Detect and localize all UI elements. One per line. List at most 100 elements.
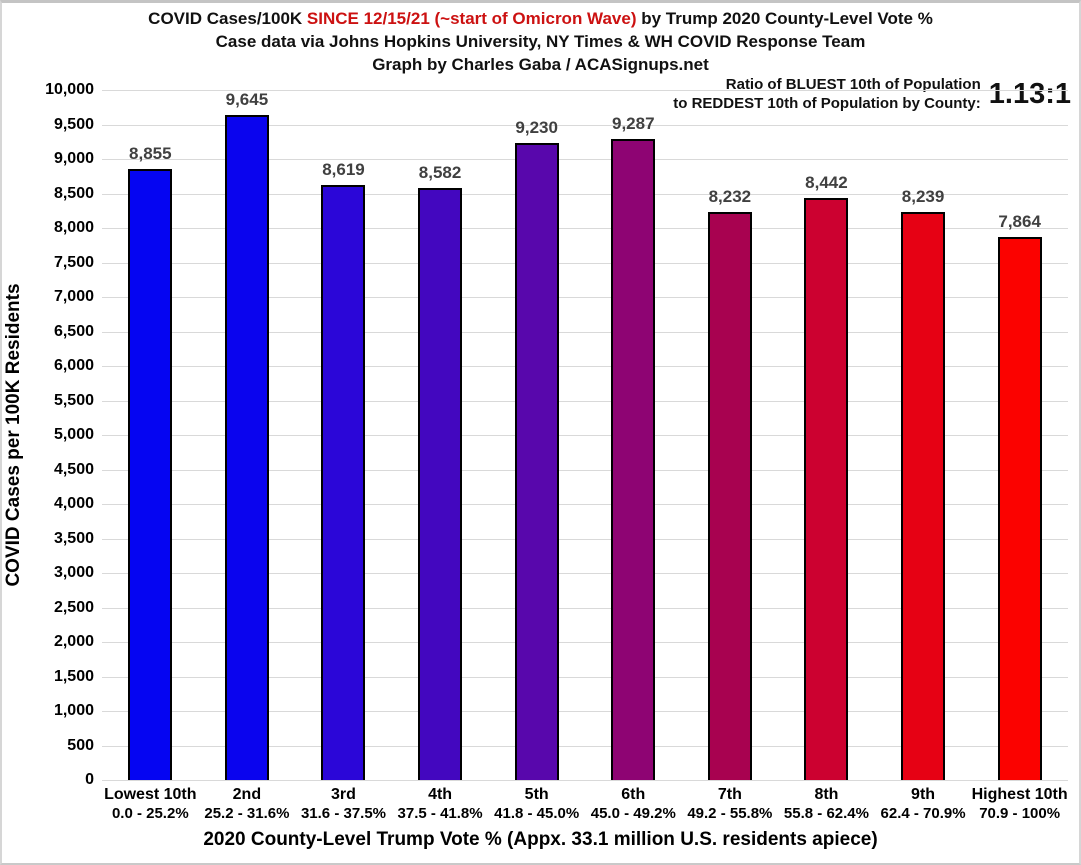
y-tick-label: 5,000	[53, 426, 94, 443]
x-tick-tier-label: 4th	[428, 786, 453, 803]
bar-slot: 8,582	[392, 90, 489, 780]
x-tick-range-label: 37.5 - 41.8%	[397, 805, 483, 822]
y-tick-label: 2,000	[53, 633, 94, 650]
gridline	[102, 331, 1068, 333]
bar-slot: 9,287	[585, 90, 682, 780]
x-axis-tick-labels: Lowest 10th 0.0 - 25.2% 2nd 25.2 - 31.6% 3rd…	[102, 785, 1068, 823]
gridline	[102, 400, 1068, 402]
bar	[901, 211, 946, 780]
bar-series: 8,855 9,645 8,619 8,582 9,230 9,287 8,232 8,442…	[102, 90, 1068, 780]
x-tick: 4th 37.5 - 41.8%	[392, 785, 489, 823]
x-tick: Lowest 10th 0.0 - 25.2%	[102, 785, 199, 823]
bar	[128, 169, 173, 780]
gridline	[102, 435, 1068, 436]
bar-value-label: 8,442	[805, 172, 848, 192]
bar-slot: 8,855	[102, 90, 199, 780]
gridline	[102, 159, 1068, 160]
y-tick-label: 4,000	[53, 495, 94, 512]
chart-credit: Graph by Charles Gaba / ACASignups.net	[372, 55, 709, 74]
bar-value-label: 8,232	[708, 187, 752, 206]
gridline	[102, 676, 1068, 678]
x-tick-range-label: 49.2 - 55.8%	[687, 805, 773, 822]
bar-slot: 8,232	[682, 90, 779, 780]
gridline	[102, 573, 1068, 574]
bar-value-label: 8,239	[901, 186, 945, 206]
bar-value-label: 8,619	[322, 160, 365, 180]
x-tick-range-label: 25.2 - 31.6%	[204, 805, 290, 822]
x-axis-title: 2020 County-Level Trump Vote % (Appx. 33…	[203, 829, 878, 850]
x-tick-range-label: 62.4 - 70.9%	[880, 805, 966, 822]
x-tick: Highest 10th 70.9 - 100%	[971, 785, 1068, 823]
bar-value-label: 8,855	[129, 144, 172, 164]
x-tick-tier-label: Highest 10th	[971, 786, 1068, 803]
x-tick: 9th 62.4 - 70.9%	[875, 785, 972, 823]
chart-title: COVID Cases/100K SINCE 12/15/21 (~start …	[2, 7, 1079, 30]
y-tick-label: 2,500	[53, 598, 94, 616]
x-tick-range-label: 45.0 - 49.2%	[590, 805, 676, 822]
bar-value-label: 9,230	[515, 118, 558, 138]
x-tick: 2nd 25.2 - 31.6%	[199, 785, 296, 823]
y-tick-label: 3,000	[53, 564, 94, 581]
gridline	[102, 262, 1068, 264]
bar	[997, 237, 1042, 780]
chart-title-part-1: COVID Cases/100K	[148, 9, 307, 28]
gridline	[102, 228, 1068, 229]
bar-slot: 7,864	[971, 90, 1068, 780]
bar	[611, 139, 656, 780]
bar	[707, 212, 752, 780]
x-tick-tier-label: 8th	[814, 786, 839, 803]
x-tick-tier-label: 3rd	[331, 786, 356, 803]
x-tick-range-label: 31.6 - 37.5%	[300, 805, 387, 822]
bar	[321, 185, 366, 780]
bar-value-label: 9,645	[225, 90, 269, 109]
y-tick-label: 5,500	[53, 391, 94, 409]
y-tick-label: 10,000	[45, 81, 94, 98]
gridline	[102, 745, 1068, 747]
gridline	[102, 538, 1068, 540]
chart-titles: COVID Cases/100K SINCE 12/15/21 (~start …	[2, 7, 1079, 76]
y-tick-label: 8,500	[53, 184, 94, 202]
bar	[224, 115, 269, 780]
bar-value-label: 8,582	[418, 162, 462, 182]
bar-value-label: 7,864	[998, 212, 1041, 232]
gridline	[102, 297, 1068, 298]
x-tick: 3rd 31.6 - 37.5%	[295, 785, 392, 823]
y-tick-label: 1,500	[53, 667, 94, 685]
x-tick-range-label: 70.9 - 100%	[979, 805, 1061, 822]
y-tick-label: 0	[85, 771, 94, 788]
gridline	[102, 504, 1068, 505]
gridline	[102, 469, 1068, 471]
gridline	[102, 124, 1068, 126]
gridline	[102, 90, 1068, 91]
y-tick-label: 1,000	[53, 702, 94, 719]
y-tick-label: 500	[67, 736, 94, 754]
x-tick-tier-label: Lowest 10th	[104, 786, 197, 803]
ratio-annotation-line-2: to REDDEST 10th of Population by County:	[673, 95, 981, 112]
ratio-value: 1.13:1	[988, 77, 1071, 110]
gridline	[102, 607, 1068, 609]
x-tick: 5th 41.8 - 45.0%	[488, 785, 585, 823]
y-tick-label: 3,500	[53, 529, 94, 547]
bar-value-label: 9,287	[611, 114, 655, 134]
bar-slot: 8,619	[295, 90, 392, 780]
y-tick-label: 9,000	[53, 150, 94, 167]
x-tick-tier-label: 6th	[621, 786, 646, 803]
gridline	[102, 366, 1068, 367]
x-tick-range-label: 55.8 - 62.4%	[783, 805, 869, 822]
x-tick-tier-label: 5th	[524, 786, 549, 803]
bar-slot: 9,645	[199, 90, 296, 780]
y-tick-label: 7,000	[53, 288, 94, 305]
x-tick: 7th 49.2 - 55.8%	[682, 785, 779, 823]
bar-slot: 8,442	[778, 90, 875, 780]
y-tick-label: 8,000	[53, 219, 94, 236]
bar-slot: 8,239	[875, 90, 972, 780]
gridline	[102, 711, 1068, 712]
x-tick-tier-label: 7th	[717, 786, 742, 803]
chart-title-part-2: by Trump 2020 County-Level Vote %	[636, 9, 933, 28]
y-tick-label: 6,000	[53, 357, 94, 374]
x-tick-range-label: 41.8 - 45.0%	[494, 805, 580, 822]
ratio-annotation: Ratio of BLUEST 10th of Population to RE…	[673, 75, 1071, 113]
ratio-annotation-line-1: Ratio of BLUEST 10th of Population	[725, 76, 981, 93]
y-axis-tick-labels: 0 500 1,000 1,500 2,000 2,500 3,000 3,500 4,000 4…	[2, 81, 94, 788]
x-tick: 8th 55.8 - 62.4%	[778, 785, 875, 823]
